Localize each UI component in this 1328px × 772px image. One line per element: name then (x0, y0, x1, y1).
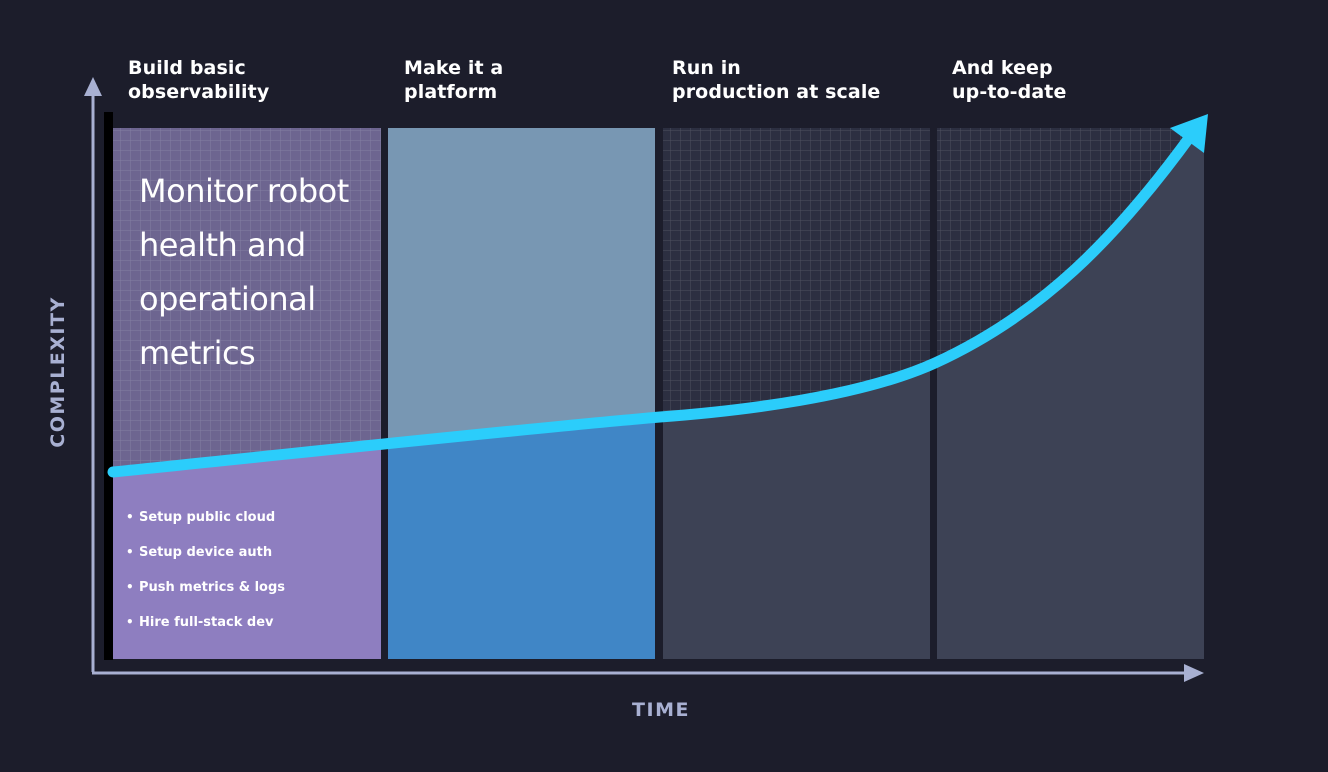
task-item: • Setup device auth (126, 535, 285, 570)
phase-1-heading: Monitor robot health and operational met… (139, 172, 349, 372)
bullet-icon: • (126, 510, 134, 524)
phase-4-title: And keep up-to-date (952, 57, 1067, 103)
task-label: Setup public cloud (139, 510, 276, 525)
phase-1-title: Build basic observability (128, 57, 270, 103)
phase-3-title: Run in production at scale (672, 57, 881, 103)
y-axis-arrowhead (84, 77, 102, 96)
y-axis-label: COMPLEXITY (47, 296, 69, 448)
curve-arrowhead-icon (1170, 114, 1208, 153)
phase-2-title: Make it a platform (404, 57, 504, 103)
task-label: Push metrics & logs (139, 580, 286, 595)
task-item: • Hire full-stack dev (126, 605, 285, 640)
bullet-icon: • (126, 615, 134, 629)
task-item: • Push metrics & logs (126, 570, 285, 605)
y-axis-bar (104, 112, 113, 660)
bullet-icon: • (126, 545, 134, 559)
complexity-curve (107, 128, 1198, 478)
x-axis-label: TIME (632, 699, 690, 721)
task-label: Setup device auth (139, 545, 273, 560)
x-axis-arrowhead (1184, 664, 1204, 682)
task-item: • Setup public cloud (126, 500, 285, 535)
bullet-icon: • (126, 580, 134, 594)
task-list: • Setup public cloud • Setup device auth •… (126, 500, 285, 640)
task-label: Hire full-stack dev (139, 615, 274, 630)
